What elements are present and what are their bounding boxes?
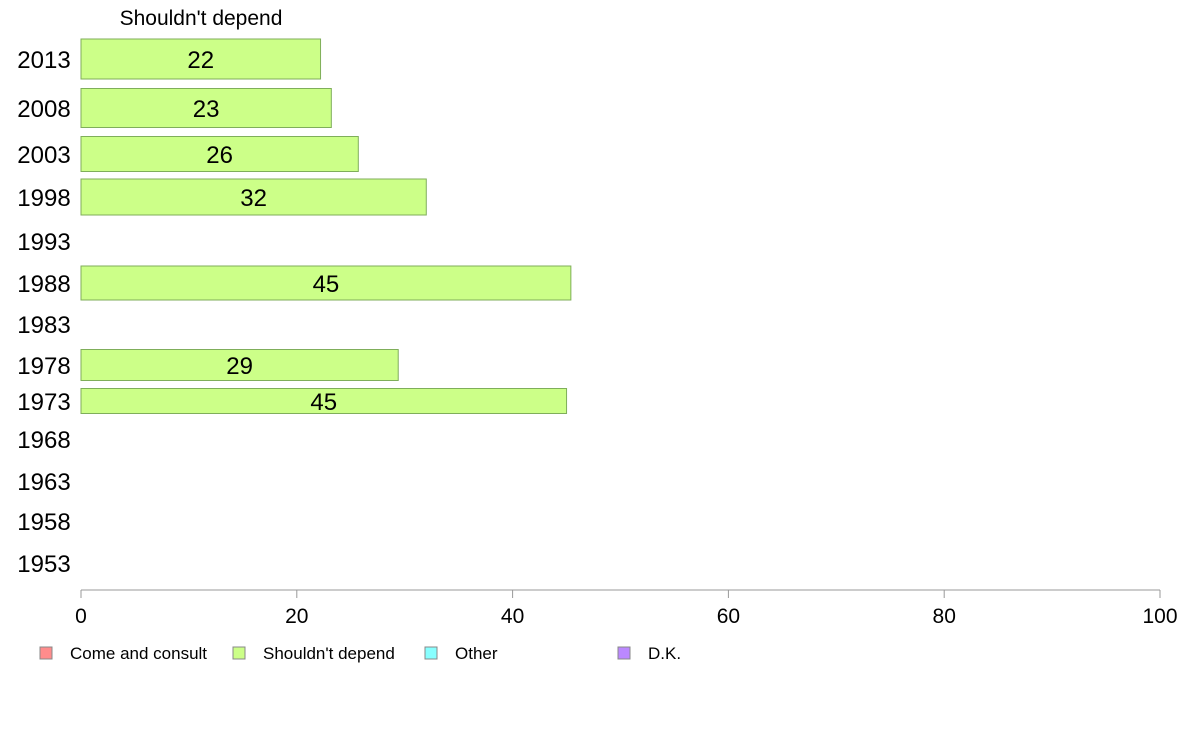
y-tick-label: 2003 [17, 142, 70, 169]
y-tick-label: 1983 [17, 312, 70, 339]
bar [80, 265, 572, 301]
bar-value-label: 29 [226, 353, 253, 380]
y-tick-label: 1963 [17, 469, 70, 496]
y-tick-label: 2013 [17, 47, 70, 74]
y-tick-label: 2008 [17, 96, 70, 123]
bar [80, 349, 399, 381]
chart-title: Shouldn't depend [120, 7, 283, 30]
bar [80, 38, 322, 80]
legend-label: Shouldn't depend [263, 644, 395, 663]
legend-swatch [39, 646, 53, 660]
legend-swatch [232, 646, 246, 660]
bar-value-label: 45 [313, 271, 340, 298]
bar-value-label: 32 [240, 185, 267, 212]
x-tick-label: 60 [717, 605, 740, 628]
legend-label: Come and consult [70, 644, 207, 663]
y-tick-label: 1988 [17, 271, 70, 298]
y-tick-label: 1993 [17, 229, 70, 256]
x-tick-label: 20 [285, 605, 308, 628]
bar-value-label: 26 [206, 142, 233, 169]
bar-value-label: 22 [187, 47, 214, 74]
y-tick-label: 1953 [17, 551, 70, 578]
y-tick-label: 1978 [17, 353, 70, 380]
bar-value-label: 23 [193, 96, 220, 123]
legend-label: Other [455, 644, 498, 663]
y-tick-label: 1968 [17, 427, 70, 454]
x-tick-label: 80 [933, 605, 956, 628]
bar-value-label: 45 [310, 389, 337, 416]
x-tick-label: 100 [1142, 605, 1177, 628]
y-tick-label: 1998 [17, 185, 70, 212]
y-tick-label: 1973 [17, 389, 70, 416]
y-tick-label: 1958 [17, 509, 70, 536]
legend-label: D.K. [648, 644, 681, 663]
x-tick-label: 0 [75, 605, 87, 628]
bar [80, 178, 427, 216]
legend-swatch [424, 646, 438, 660]
bar [80, 88, 332, 128]
bar [80, 136, 359, 172]
x-tick-label: 40 [501, 605, 524, 628]
legend-swatch [617, 646, 631, 660]
bar [80, 388, 568, 414]
